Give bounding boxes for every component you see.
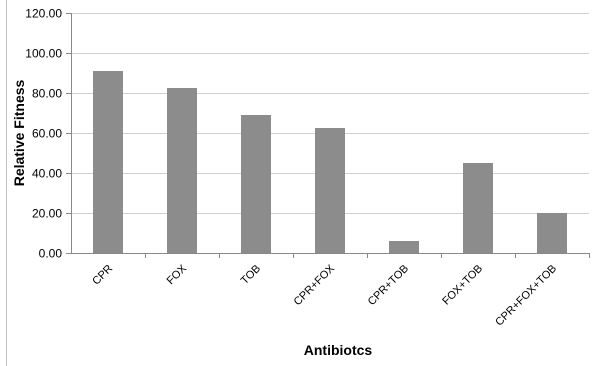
bars: [93, 71, 567, 253]
bar: [315, 128, 345, 253]
x-tick-label: CPR: [90, 263, 115, 288]
y-tick-label: 20.00: [32, 207, 62, 221]
y-tick-label: 60.00: [32, 127, 62, 141]
y-tick-label: 100.00: [25, 47, 62, 61]
x-axis-title: Antibiotcs: [304, 342, 373, 358]
y-tick-label: 40.00: [32, 167, 62, 181]
x-tick-label: TOB: [239, 263, 263, 287]
bar: [241, 115, 271, 253]
x-tick-labels: CPR FOX TOB CPR+FOX CPR+TOB FOX+TOB CPR+FOX+TO…: [90, 262, 559, 328]
x-tick-label: FOX: [165, 262, 190, 287]
x-tick-label: CPR+TOB: [366, 263, 411, 308]
x-tick-label: CPR+FOX: [292, 262, 338, 308]
bar: [463, 163, 493, 253]
bar: [389, 241, 419, 253]
y-tick-label: 80.00: [32, 87, 62, 101]
y-tick-label: 120.00: [25, 7, 62, 21]
axes: [71, 13, 590, 258]
y-tick-labels: 0.00 20.00 40.00 60.00 80.00 100.00 120.00: [25, 7, 62, 261]
y-axis-title: Relative Fitness: [11, 79, 27, 186]
bar: [167, 88, 197, 253]
bar: [537, 213, 567, 253]
y-tick-label: 0.00: [39, 247, 63, 261]
x-tick-label: FOX+TOB: [440, 263, 485, 308]
x-tick-label: CPR+FOX+TOB: [493, 263, 559, 329]
bar: [93, 71, 123, 253]
